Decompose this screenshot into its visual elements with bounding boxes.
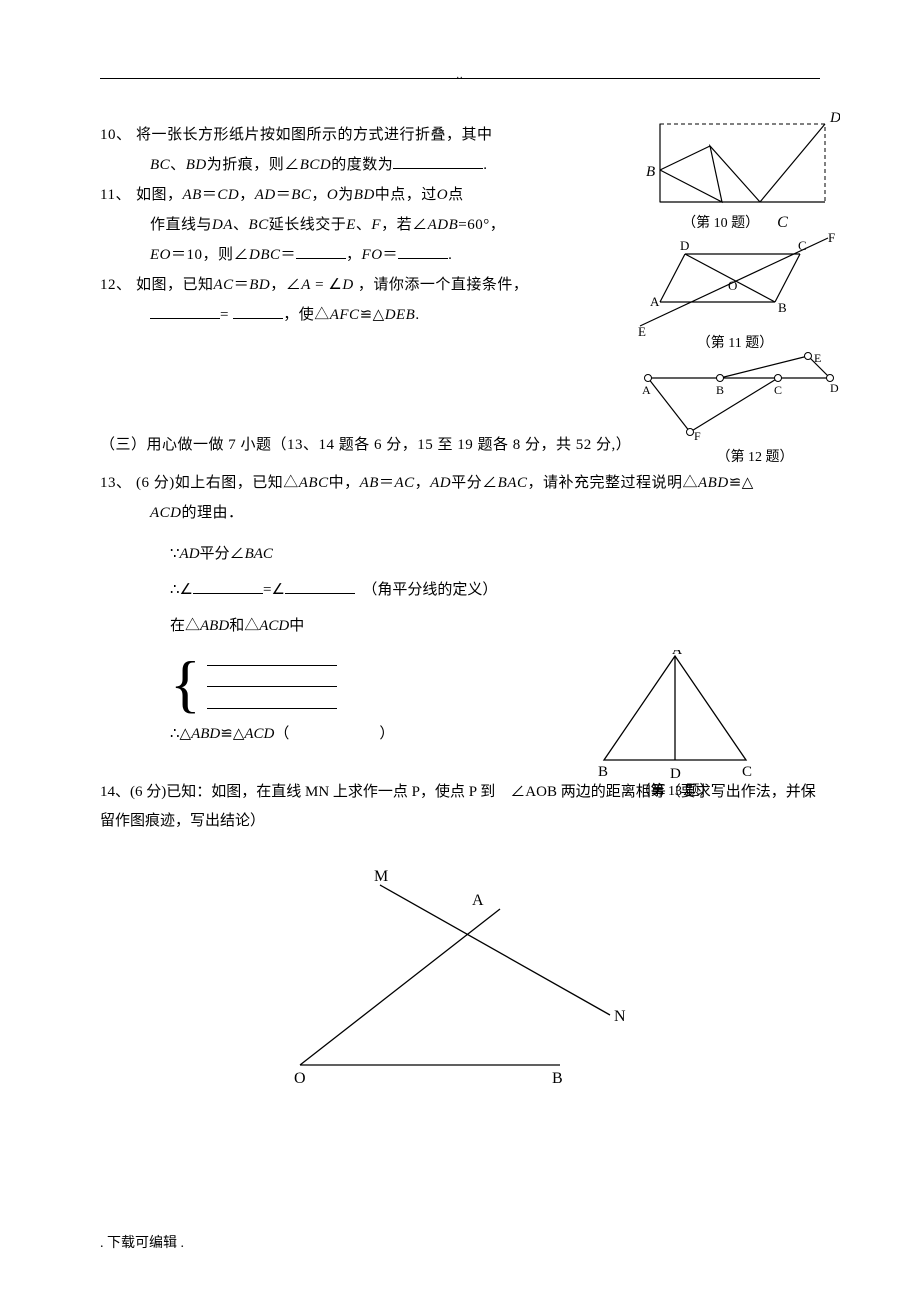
- svg-text:M: M: [374, 868, 388, 885]
- svg-text:C: C: [742, 764, 752, 780]
- proof-p3: 在△ABD和△ACD中: [170, 608, 820, 644]
- proof-p2: ∴∠=∠ （角平分线的定义）: [170, 572, 820, 608]
- q13-line1: 13、(6 分)如上右图，已知△ABC中，AB＝AC，AD平分∠BAC，请补充完…: [100, 468, 820, 498]
- footer-text: . 下载可编辑 .: [100, 1232, 184, 1252]
- blank-p2b[interactable]: [285, 579, 355, 594]
- q10-line1: 10、将一张长方形纸片按如图所示的方式进行折叠，其中: [100, 120, 540, 150]
- questions-left: 10、将一张长方形纸片按如图所示的方式进行折叠，其中 BC、BD为折痕，则∠BC…: [100, 120, 540, 330]
- q11-line1: 11、如图，AB＝CD，AD＝BC，O为BD中点，过O点: [100, 180, 540, 210]
- svg-text:B: B: [598, 764, 608, 780]
- q12-line1: 12、如图，已知AC＝BD，∠A = ∠D ，请你添一个直接条件，: [100, 270, 540, 300]
- svg-text:O: O: [728, 278, 737, 293]
- figure-11: D C A B E F O: [630, 228, 840, 338]
- blank-p2a[interactable]: [193, 579, 263, 594]
- svg-text:A: A: [672, 650, 683, 658]
- svg-text:B: B: [552, 1070, 563, 1085]
- svg-text:E: E: [638, 324, 646, 338]
- q13-line2: ACD的理由．: [100, 498, 820, 528]
- blank-q12a[interactable]: [150, 304, 220, 319]
- svg-text:B: B: [646, 164, 655, 180]
- svg-text:C: C: [774, 383, 782, 397]
- blank-q12b[interactable]: [233, 304, 283, 319]
- q11-line2: 作直线与DA、BC延长线交于E、F，若∠ADB=60°，: [100, 210, 540, 240]
- svg-text:D: D: [830, 381, 839, 395]
- svg-text:A: A: [650, 294, 660, 309]
- q10-line2: BC、BD为折痕，则∠BCD的度数为.: [100, 150, 540, 180]
- figures-right: B D （第 10 题） C D C A B E F O （第 11 题）: [630, 110, 840, 466]
- blank-q11a[interactable]: [296, 244, 346, 259]
- svg-text:C: C: [798, 238, 807, 253]
- q11-line3: EO＝10，则∠DBC＝，FO＝.: [100, 240, 540, 270]
- figure-13: A B D C （第 13 题）: [590, 650, 760, 800]
- fig11-label: （第 11 题）: [630, 332, 840, 352]
- blank-brace1[interactable]: [207, 651, 337, 666]
- svg-text:A: A: [642, 383, 651, 397]
- svg-text:D: D: [670, 766, 681, 780]
- svg-text:E: E: [814, 351, 821, 365]
- svg-text:B: B: [778, 300, 787, 315]
- figure-10: B D: [630, 110, 840, 210]
- fig12-label: （第 12 题）: [630, 446, 840, 466]
- header-dots: ..: [457, 70, 464, 81]
- q12-line2: = ，使△AFC≌△DEB.: [100, 300, 540, 330]
- figure-14: M N O A B: [280, 865, 640, 1085]
- fig13-label: （第 13 题）: [590, 780, 760, 800]
- main-content: B D （第 10 题） C D C A B E F O （第 11 题）: [100, 120, 820, 1085]
- fig10-C: C: [777, 214, 788, 232]
- svg-text:F: F: [828, 230, 835, 245]
- proof-p1: ∵AD平分∠BAC: [170, 536, 820, 572]
- blank-q11b[interactable]: [398, 244, 448, 259]
- top-rule: [100, 78, 820, 79]
- blank-brace3[interactable]: [207, 694, 337, 709]
- svg-text:D: D: [680, 238, 689, 253]
- figure-12: A B C D E F: [630, 350, 840, 450]
- blank-brace2[interactable]: [207, 672, 337, 687]
- svg-text:D: D: [829, 110, 840, 126]
- svg-text:A: A: [472, 892, 484, 909]
- svg-text:B: B: [716, 383, 724, 397]
- fig10-label: （第 10 题）: [682, 212, 759, 232]
- svg-text:O: O: [294, 1070, 306, 1085]
- blank-q10[interactable]: [393, 154, 483, 169]
- svg-text:N: N: [614, 1008, 626, 1025]
- svg-text:F: F: [694, 429, 701, 443]
